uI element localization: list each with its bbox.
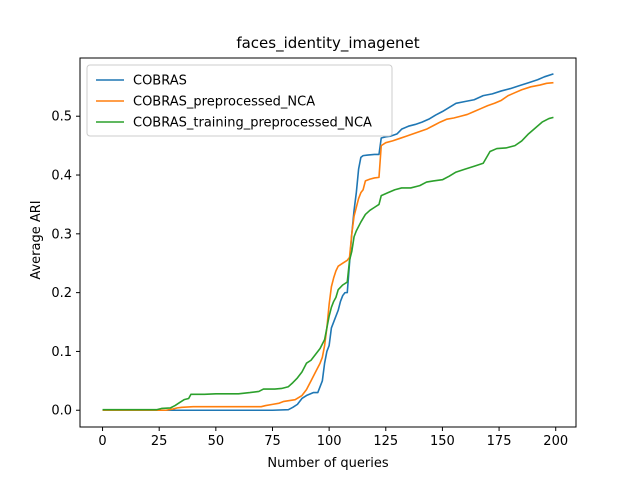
legend-label-2: COBRAS_preprocessed_NCA [133, 95, 315, 110]
x-tick-label: 100 [317, 434, 342, 449]
series-line-3 [102, 116, 554, 411]
y-axis: 0.0 0.1 0.2 0.3 0.4 0.5 [51, 110, 80, 419]
x-tick-label: 75 [264, 434, 281, 449]
legend-label-1: COBRAS [133, 74, 187, 89]
x-axis: 0 25 50 75 100 125 150 175 200 [98, 427, 568, 449]
x-tick-label: 50 [208, 434, 225, 449]
series-line-2 [102, 81, 554, 412]
y-tick-label: 0.4 [51, 169, 72, 184]
legend-label-3: COBRAS_training_preprocessed_NCA [133, 116, 372, 131]
y-tick-label: 0.1 [51, 345, 72, 360]
y-tick-label: 0.0 [51, 404, 72, 419]
plot-frame [79, 57, 577, 428]
x-tick-label: 150 [430, 434, 455, 449]
x-tick-label: 25 [151, 434, 168, 449]
x-tick-label: 175 [487, 434, 512, 449]
x-tick-label: 125 [373, 434, 398, 449]
x-tick-label: 200 [543, 434, 568, 449]
y-tick-label: 0.5 [51, 110, 72, 125]
x-axis-label: Number of queries [267, 456, 388, 471]
plot-area [102, 73, 554, 412]
legend: COBRAS COBRAS_preprocessed_NCA COBRAS_trai… [86, 64, 393, 137]
x-tick-label: 0 [98, 434, 106, 449]
y-tick-label: 0.2 [51, 286, 72, 301]
chart-title: faces_identity_imagenet [236, 34, 419, 53]
series-line-1 [102, 73, 554, 412]
legend-box [86, 64, 393, 137]
y-tick-label: 0.3 [51, 227, 72, 242]
y-axis-label: Average ARI [29, 200, 44, 279]
